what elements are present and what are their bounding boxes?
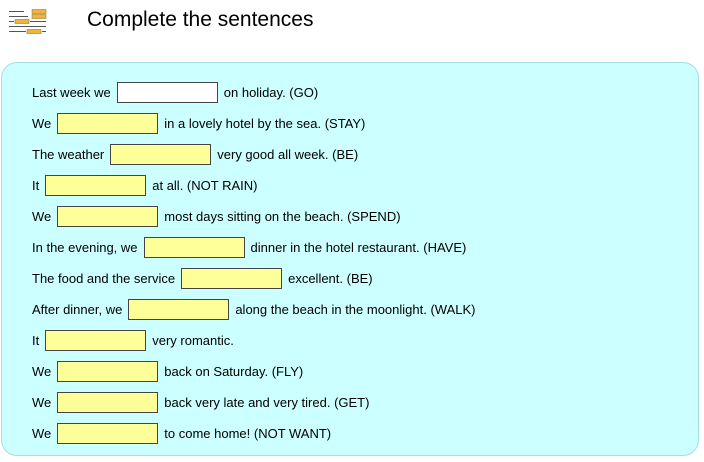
answer-input[interactable] (57, 392, 159, 413)
exercise-panel: Last week we on holiday. (GO) We in a lovel… (1, 62, 699, 456)
sentence-list: Last week we on holiday. (GO) We in a lovel… (32, 77, 476, 449)
sentence-row: The weather very good all week. (BE) (32, 139, 476, 170)
sentence-end: very good all week. (BE) (217, 147, 359, 162)
page-title: Complete the sentences (87, 8, 314, 31)
sentence-row: We back very late and very tired. (GET) (32, 387, 476, 418)
answer-input[interactable] (116, 82, 218, 103)
sentence-end: on holiday. (GO) (223, 85, 319, 100)
sentence-row: In the evening, we dinner in the hotel re… (32, 232, 476, 263)
sentence-start: We (32, 426, 52, 441)
sentence-start: We (32, 364, 52, 379)
sentence-row: Last week we on holiday. (GO) (32, 77, 476, 108)
answer-input[interactable] (143, 237, 245, 258)
sentence-end: dinner in the hotel restaurant. (HAVE) (250, 240, 467, 255)
sentence-row: After dinner, we along the beach in the m… (32, 294, 476, 325)
sentence-end: excellent. (BE) (288, 271, 373, 286)
sentence-start: Last week we (32, 85, 111, 100)
sentence-row: We most days sitting on the beach. (SPEND… (32, 201, 476, 232)
sentence-end: back very late and very tired. (GET) (164, 395, 370, 410)
sentence-row: We in a lovely hotel by the sea. (STAY) (32, 108, 476, 139)
sentence-start: The food and the service (32, 271, 176, 286)
sentence-start: We (32, 395, 52, 410)
sentence-start: The weather (32, 147, 105, 162)
sentence-row: It at all. (NOT RAIN) (32, 170, 476, 201)
sentence-end: at all. (NOT RAIN) (152, 178, 258, 193)
sentence-row: We to come home! (NOT WANT) (32, 418, 476, 449)
answer-input[interactable] (128, 299, 230, 320)
sentence-start: After dinner, we (32, 302, 123, 317)
sentence-end: very romantic. (152, 333, 234, 348)
answer-input[interactable] (57, 113, 159, 134)
answer-input[interactable] (181, 268, 283, 289)
sentence-start: We (32, 116, 52, 131)
header: Complete the sentences (0, 0, 704, 44)
sentence-row: The food and the service excellent. (BE) (32, 263, 476, 294)
sentence-start: In the evening, we (32, 240, 138, 255)
sentence-end: along the beach in the moonlight. (WALK) (235, 302, 476, 317)
answer-input[interactable] (110, 144, 212, 165)
sentence-start: We (32, 209, 52, 224)
sentence-start: It (32, 178, 40, 193)
sentence-end: most days sitting on the beach. (SPEND) (164, 209, 401, 224)
answer-input[interactable] (45, 175, 147, 196)
answer-input[interactable] (45, 330, 147, 351)
answer-input[interactable] (57, 423, 159, 444)
worksheet-lines-icon (9, 9, 47, 34)
sentence-row: We back on Saturday. (FLY) (32, 356, 476, 387)
sentence-end: back on Saturday. (FLY) (164, 364, 304, 379)
sentence-end: to come home! (NOT WANT) (164, 426, 332, 441)
sentence-row: It very romantic. (32, 325, 476, 356)
sentence-end: in a lovely hotel by the sea. (STAY) (164, 116, 366, 131)
answer-input[interactable] (57, 206, 159, 227)
answer-input[interactable] (57, 361, 159, 382)
sentence-start: It (32, 333, 40, 348)
